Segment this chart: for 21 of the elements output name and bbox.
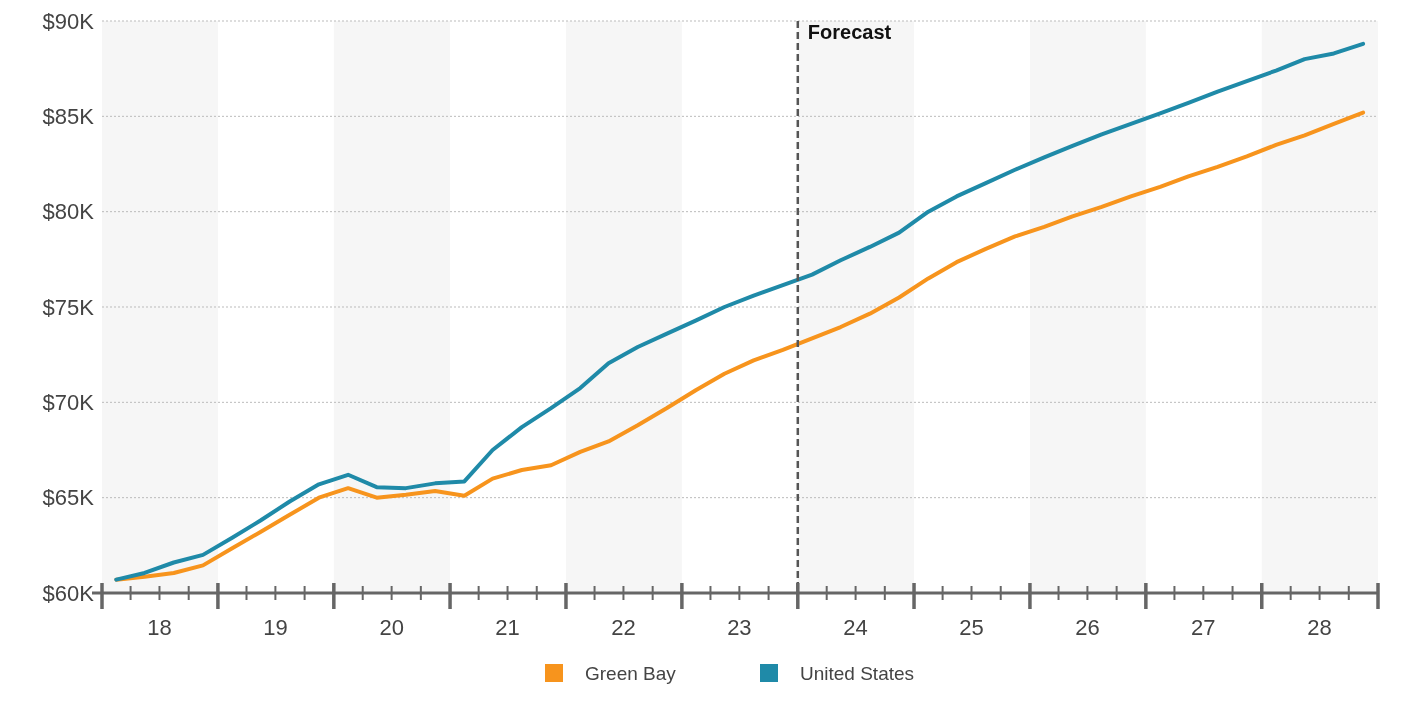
ref-line-label: Forecast — [807, 21, 892, 43]
y-tick-label: $80K — [42, 199, 95, 225]
y-tick-label: $70K — [42, 390, 95, 416]
y-tick-label: $90K — [42, 8, 95, 34]
x-tick-label: 24 — [843, 615, 868, 640]
x-tick-label: 19 — [263, 615, 288, 640]
y-tick-label: $85K — [42, 104, 95, 130]
legend-label: United States — [800, 663, 915, 684]
x-tick-label: 28 — [1307, 615, 1332, 640]
x-tick-label: 20 — [379, 615, 404, 640]
x-tick-label: 21 — [495, 615, 520, 640]
x-tick-label: 27 — [1191, 615, 1216, 640]
x-tick-label: 18 — [147, 615, 172, 640]
x-tick-label: 22 — [611, 615, 636, 640]
x-tick-label: 26 — [1075, 615, 1100, 640]
y-tick-label: $60K — [42, 580, 95, 606]
x-tick-label: 25 — [959, 615, 984, 640]
y-tick-label: $75K — [42, 294, 95, 320]
x-tick-label: 23 — [727, 615, 752, 640]
legend-label: Green Bay — [585, 663, 677, 684]
y-tick-label: $65K — [42, 485, 95, 511]
